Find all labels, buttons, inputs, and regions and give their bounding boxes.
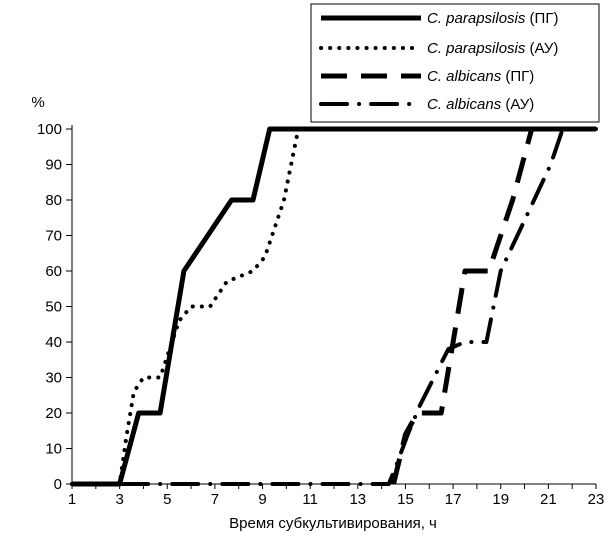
- legend-label-3: C. albicans (ПГ): [427, 68, 534, 85]
- x-tick-label: 11: [302, 491, 318, 508]
- x-tick-label: 5: [163, 491, 171, 508]
- y-axis-label: %: [31, 94, 44, 111]
- x-tick-label: 23: [588, 491, 605, 508]
- series-line-2: [70, 127, 598, 486]
- legend-medium: (ПГ): [501, 68, 534, 85]
- y-tick-label: 100: [37, 121, 62, 138]
- y-tick-label: 50: [45, 299, 62, 316]
- x-tick-label: 3: [115, 491, 123, 508]
- x-tick-label: 7: [211, 491, 219, 508]
- x-tick-label: 15: [397, 491, 414, 508]
- legend-label-1: C. parapsilosis (ПГ): [427, 10, 558, 27]
- y-tick-label: 60: [45, 263, 62, 280]
- x-axis-label: Время субкультивирования, ч: [229, 515, 437, 532]
- y-tick-label: 90: [45, 157, 62, 174]
- y-tick-label: 70: [45, 228, 62, 245]
- legend-species: C. albicans: [427, 68, 502, 85]
- x-tick-label: 21: [540, 491, 557, 508]
- y-tick-label: 10: [45, 441, 62, 458]
- x-tick-label: 9: [258, 491, 266, 508]
- legend-label-4: C. albicans (АУ): [427, 96, 534, 113]
- legend-medium: (АУ): [525, 40, 558, 57]
- legend-label-2: C. parapsilosis (АУ): [427, 40, 558, 57]
- legend-species: C. parapsilosis: [427, 40, 526, 57]
- legend-medium: (АУ): [501, 96, 534, 113]
- legend-species: C. parapsilosis: [427, 10, 526, 27]
- series-line-1: [72, 126, 596, 487]
- y-tick-label: 40: [45, 334, 62, 351]
- legend-species: C. albicans: [427, 96, 502, 113]
- x-tick-label: 19: [492, 491, 509, 508]
- x-tick-label: 1: [68, 491, 76, 508]
- series-layer: [70, 126, 598, 487]
- y-tick-label: 20: [45, 405, 62, 422]
- y-tick-label: 30: [45, 370, 62, 387]
- legend-medium: (ПГ): [525, 10, 558, 27]
- y-tick-label: 0: [54, 476, 62, 493]
- x-tick-label: 17: [445, 491, 462, 508]
- x-tick-label: 13: [349, 491, 366, 508]
- y-tick-label: 80: [45, 192, 62, 209]
- legend: C. parapsilosis (ПГ)C. parapsilosis (АУ)…: [310, 3, 600, 123]
